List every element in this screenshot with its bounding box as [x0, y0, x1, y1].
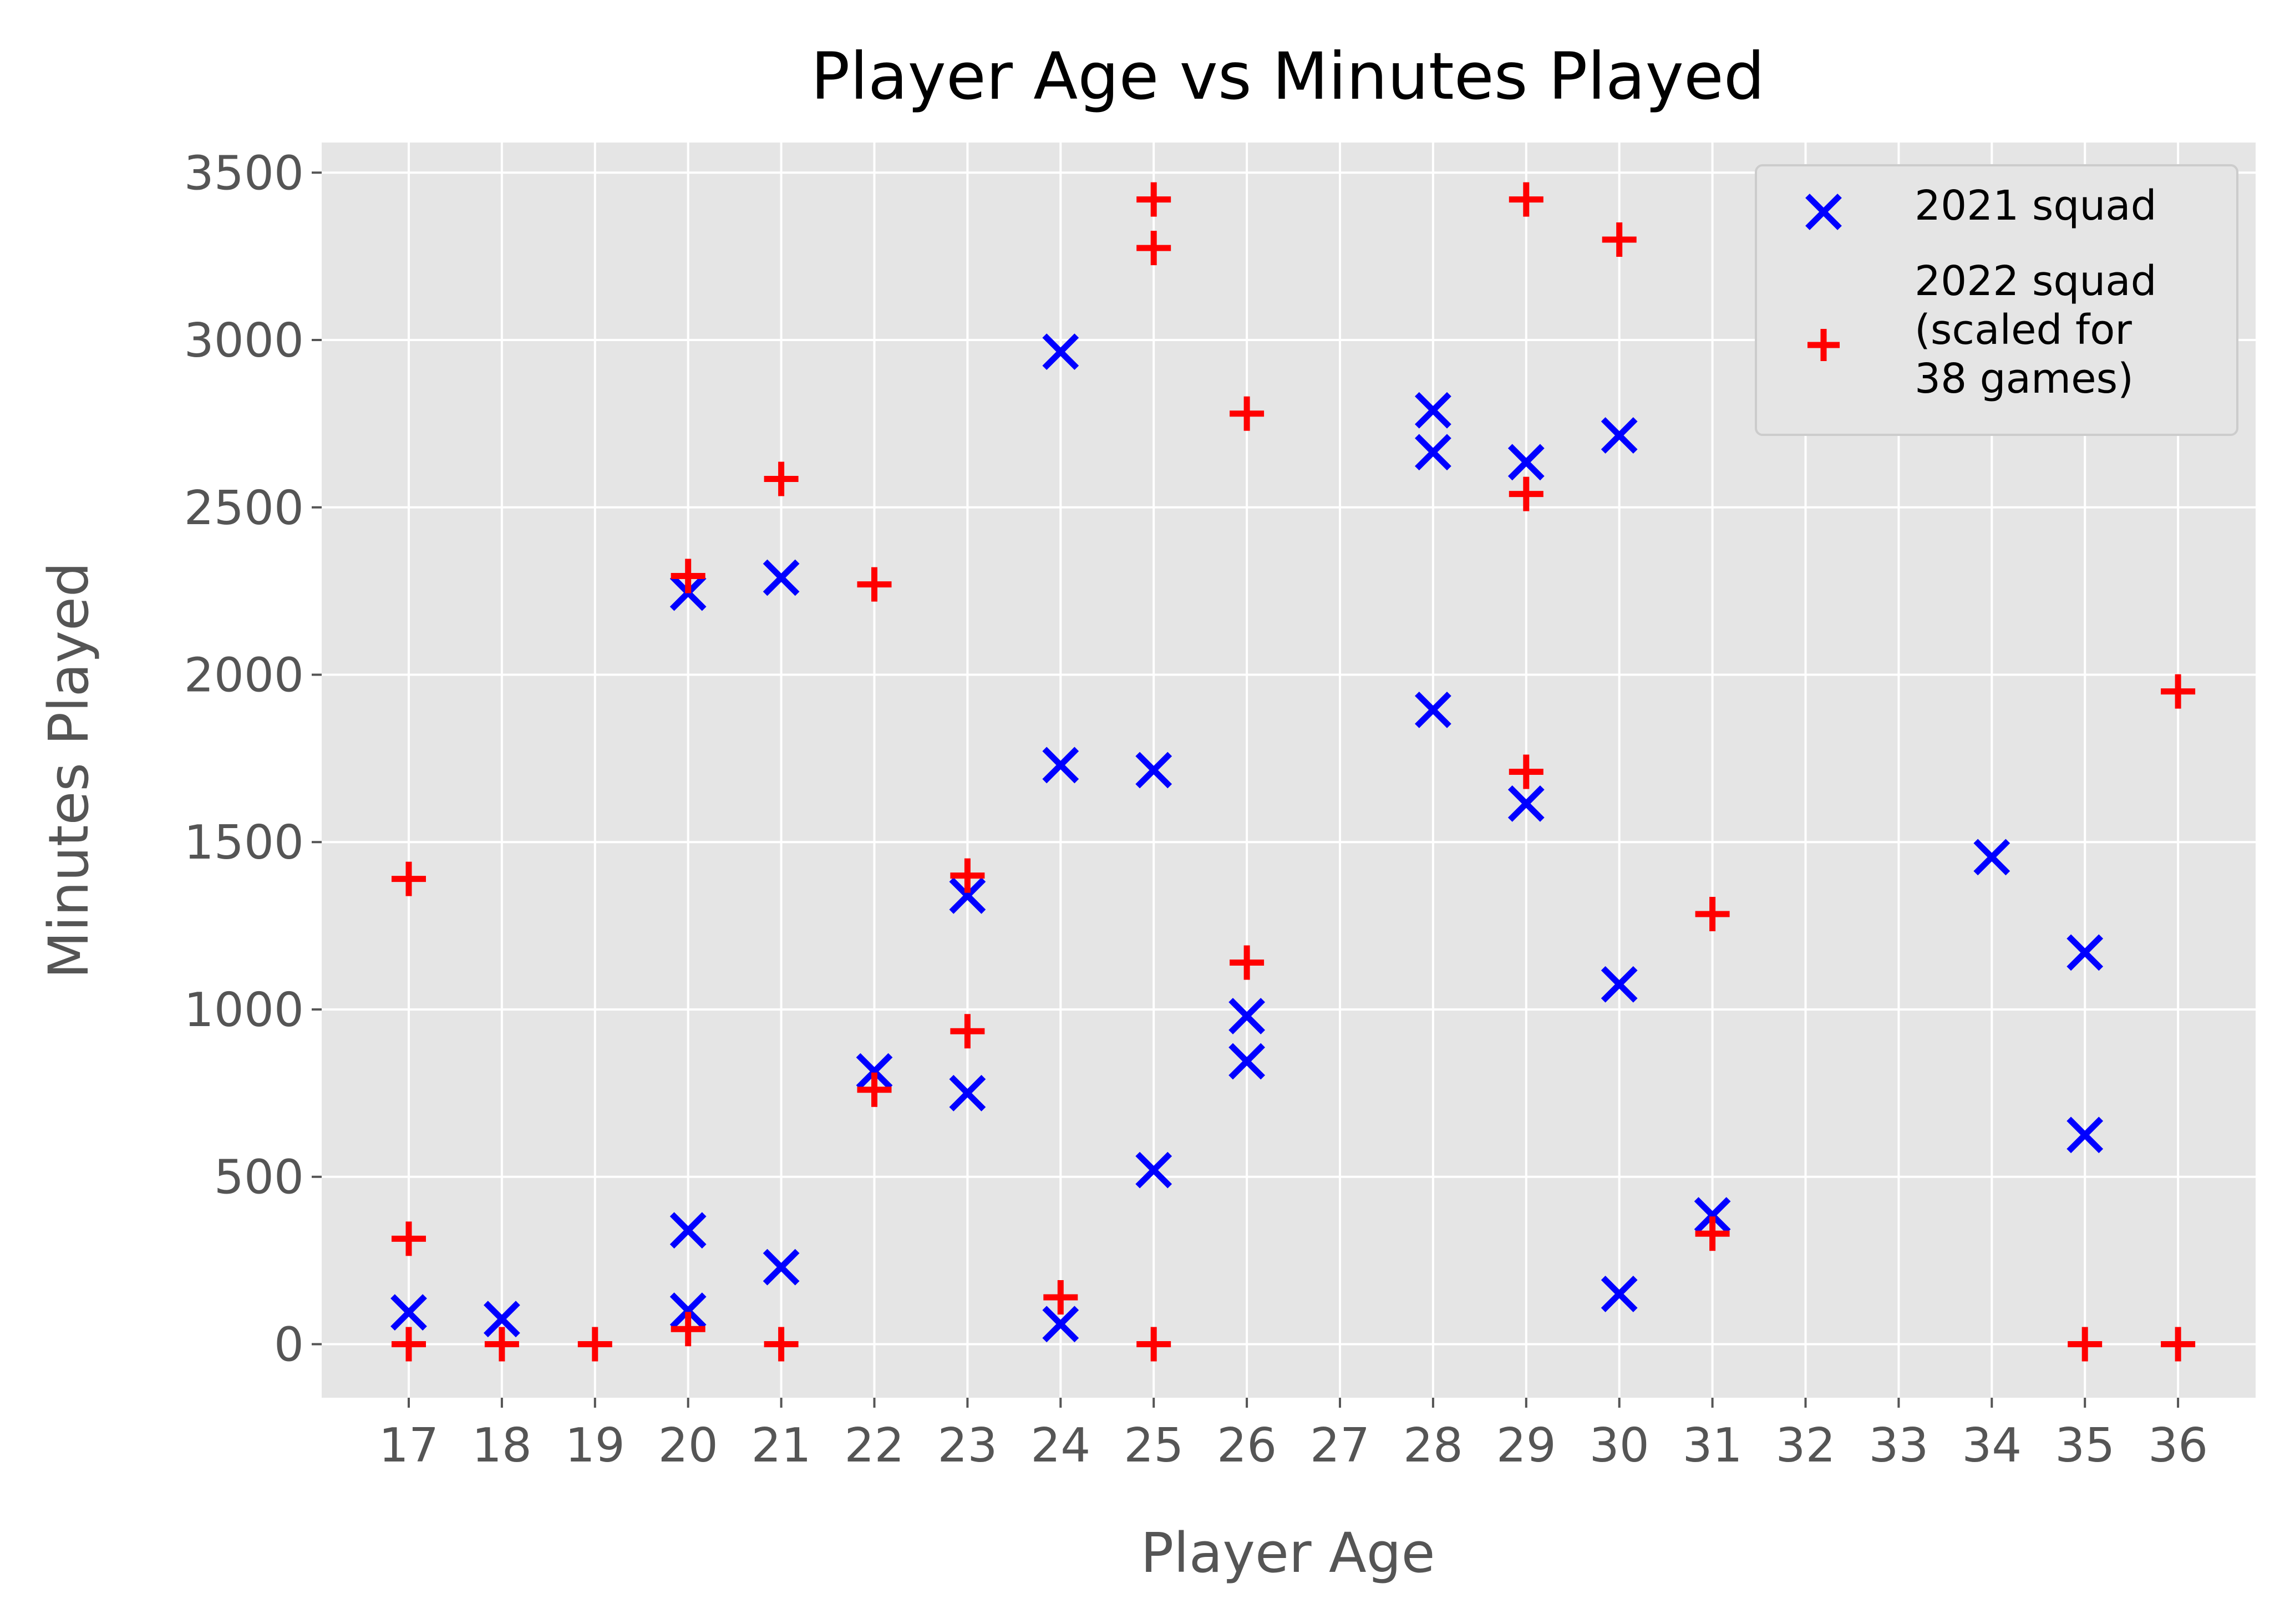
x-tick-label: 20 [658, 1418, 718, 1473]
data-point-2021 [1135, 752, 1172, 789]
data-point-2021 [1601, 966, 1638, 1003]
y-axis-label: Minutes Played [37, 562, 101, 978]
data-point-2021 [856, 1053, 893, 1090]
x-tick-label: 34 [1962, 1418, 2022, 1473]
data-point-2022 [1695, 1216, 1730, 1251]
legend: 2021 squad 2022 squad (scaled for 38 games) [1755, 164, 2238, 436]
y-tick-label: 3000 [184, 313, 304, 368]
data-point-2022 [2068, 1327, 2103, 1362]
x-tick-label: 28 [1403, 1418, 1463, 1473]
data-point-2022 [1136, 1327, 1171, 1362]
data-point-2022 [671, 559, 705, 593]
x-tick-label: 19 [565, 1418, 625, 1473]
y-tick-label: 1000 [184, 983, 304, 1038]
x-tick-label: 27 [1310, 1418, 1370, 1473]
data-point-2021 [2066, 1116, 2104, 1154]
x-tick-label: 32 [1775, 1418, 1835, 1473]
x-tick-label: 35 [2055, 1418, 2115, 1473]
data-point-2022 [950, 1014, 985, 1049]
legend-label-2021: 2021 squad [1915, 182, 2157, 230]
y-axis-ticks: 0 500 1000 1500 2000 2500 3000 3500 [184, 146, 322, 1372]
data-point-2022 [392, 1327, 426, 1362]
data-point-2022 [671, 1312, 705, 1347]
x-tick-label: 36 [2148, 1418, 2208, 1473]
data-point-2022 [950, 858, 985, 893]
y-tick-label: 2500 [184, 481, 304, 536]
legend-box [1755, 164, 2238, 436]
data-point-2021 [2066, 934, 2104, 971]
data-point-2022 [1136, 182, 1171, 217]
data-point-2021 [1042, 1306, 1079, 1343]
data-point-2022 [1695, 896, 1730, 931]
data-point-2022 [1230, 396, 1265, 431]
data-point-2021 [1415, 434, 1451, 471]
legend-marker-2022 [1807, 329, 1840, 361]
data-point-2021 [949, 1074, 986, 1112]
data-point-2021 [390, 1294, 427, 1331]
data-point-2022 [764, 1327, 799, 1362]
data-point-2021 [1228, 998, 1265, 1034]
data-point-2021 [763, 1249, 800, 1286]
data-point-2021 [1601, 1276, 1638, 1312]
data-point-2021 [1228, 1043, 1265, 1080]
data-point-2021 [669, 1292, 707, 1329]
x-tick-label: 29 [1496, 1418, 1556, 1473]
legend-label-2022: 2022 squad (scaled for 38 games) [1915, 257, 2157, 403]
x-tick-label: 31 [1683, 1418, 1743, 1473]
y-tick-label: 3500 [184, 146, 304, 201]
data-point-2021 [1601, 417, 1638, 454]
data-point-2022 [392, 861, 426, 896]
data-point-2022 [2161, 674, 2196, 709]
data-point-2022 [2161, 1327, 2196, 1362]
x-tick-label: 26 [1217, 1418, 1277, 1473]
x-tick-label: 33 [1869, 1418, 1928, 1473]
data-point-2021 [1415, 691, 1451, 728]
y-tick-label: 2000 [184, 648, 304, 703]
x-tick-label: 24 [1030, 1418, 1090, 1473]
data-point-2021 [1694, 1197, 1731, 1234]
y-tick-label: 1500 [184, 815, 304, 870]
data-point-2021 [949, 877, 986, 914]
data-point-2021 [1042, 747, 1079, 784]
data-point-2022 [1509, 754, 1543, 789]
chart-title: Player Age vs Minutes Played [811, 38, 1765, 114]
x-axis-ticks: 17 18 19 20 21 22 23 24 25 26 27 28 29 30 31 32 33 34 35 36 [379, 1398, 2208, 1473]
data-point-2022 [764, 461, 799, 496]
data-point-2022 [484, 1327, 519, 1362]
x-tick-label: 25 [1124, 1418, 1184, 1473]
data-points [390, 182, 2196, 1362]
data-point-2022 [857, 1072, 892, 1107]
data-point-2022 [1136, 231, 1171, 266]
data-point-2022 [1043, 1280, 1078, 1315]
data-point-2022 [857, 567, 892, 602]
data-point-2022 [1509, 182, 1543, 217]
data-point-2021 [763, 559, 800, 596]
data-point-2021 [1135, 1151, 1172, 1189]
x-tick-label: 22 [844, 1418, 904, 1473]
data-point-2022 [392, 1221, 426, 1256]
data-point-2021 [669, 1212, 707, 1249]
data-point-2022 [1509, 476, 1543, 511]
data-point-2021 [1042, 333, 1079, 371]
x-tick-label: 21 [752, 1418, 811, 1473]
data-point-2021 [1415, 392, 1451, 429]
x-tick-label: 18 [472, 1418, 532, 1473]
grid-lines [322, 143, 2256, 1398]
data-point-2021 [1507, 444, 1545, 481]
y-tick-label: 500 [214, 1150, 304, 1205]
data-point-2022 [1230, 945, 1265, 980]
data-point-2022 [1602, 222, 1637, 257]
data-point-2021 [1507, 785, 1545, 822]
x-tick-label: 17 [379, 1418, 439, 1473]
x-axis-label: Player Age [1140, 1521, 1435, 1585]
y-tick-label: 0 [274, 1317, 304, 1372]
x-tick-label: 30 [1590, 1418, 1649, 1473]
data-point-2021 [1973, 839, 2010, 876]
data-point-2022 [577, 1327, 612, 1362]
x-tick-label: 23 [937, 1418, 997, 1473]
data-point-2021 [484, 1301, 520, 1338]
legend-marker-2021 [1805, 194, 1842, 230]
